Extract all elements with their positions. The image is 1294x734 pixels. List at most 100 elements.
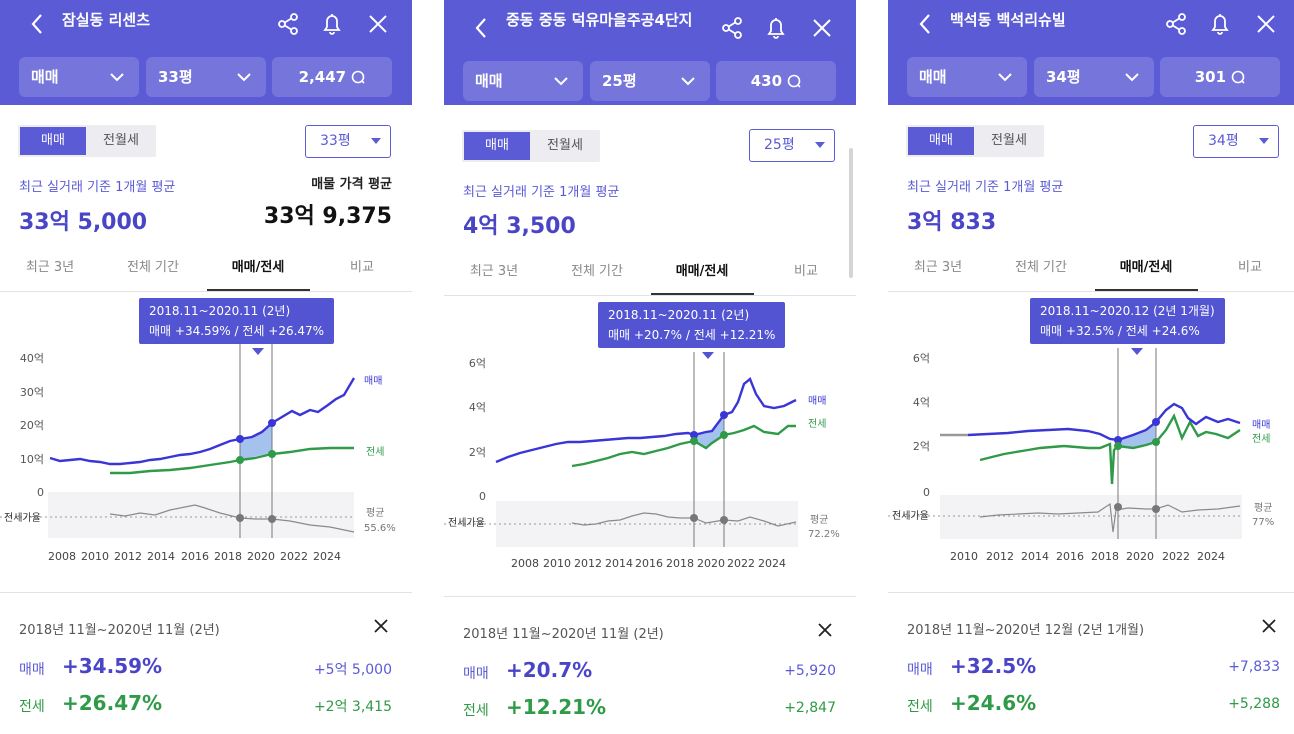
x-tick: 2010: [950, 550, 978, 563]
close-icon[interactable]: [1260, 617, 1278, 635]
y-tick: 30억: [20, 386, 44, 399]
x-tick: 2008: [511, 557, 539, 570]
bell-icon[interactable]: [762, 14, 790, 42]
range-summary: 2018년 11월~2020년 12월 (2년 1개월) 매매 +32.5% +…: [888, 592, 1294, 734]
chat-icon: [352, 70, 365, 84]
x-tick: 2008: [48, 550, 76, 563]
share-icon[interactable]: [718, 14, 746, 42]
tab-sale-jeonse[interactable]: 매매/전세: [1119, 260, 1173, 275]
tab-compare[interactable]: 비교: [350, 260, 374, 275]
tab-sale-jeonse[interactable]: 매매/전세: [231, 260, 285, 275]
segment-sale[interactable]: 매매: [20, 127, 86, 155]
tab-compare[interactable]: 비교: [1238, 260, 1262, 275]
avg-value: 3억 833: [907, 210, 997, 235]
x-tick: 2024: [1197, 550, 1225, 563]
summary-jeonse-pct: +24.6%: [950, 691, 1037, 715]
tab-all-period[interactable]: 전체 기간: [1015, 260, 1067, 275]
summary-jeonse-label: 전세: [463, 703, 489, 719]
segment-sale[interactable]: 매매: [464, 132, 530, 160]
close-icon[interactable]: [1252, 10, 1280, 38]
x-tick: 2022: [727, 557, 755, 570]
listing-count: 301: [1194, 68, 1227, 86]
bell-icon[interactable]: [1206, 10, 1234, 38]
price-chart[interactable]: 40억 30억 20억 10억 0 전세가율 매매 전세 평균 55.6% 20…: [0, 292, 412, 592]
period-tabs: 최근 3년 전체 기간 매매/전세 비교: [0, 248, 412, 292]
bell-icon[interactable]: [318, 10, 346, 38]
jeonse-series-label: 전세: [808, 418, 826, 430]
close-icon[interactable]: [816, 621, 834, 639]
share-icon[interactable]: [1162, 10, 1190, 38]
listing-count-button[interactable]: 301: [1160, 57, 1280, 97]
listing-count-button[interactable]: 430: [716, 61, 836, 101]
ratio-avg-label: 평균: [366, 507, 384, 519]
summary-jeonse-label: 전세: [19, 699, 45, 715]
area-dropdown[interactable]: 33평: [305, 125, 391, 158]
active-tab-indicator: [207, 289, 310, 291]
segment-rent[interactable]: 전월세: [103, 133, 139, 148]
x-tick: 2014: [1021, 550, 1049, 563]
price-chart[interactable]: 6억 4억 2억 0 전세가율 매매 전세 평균 77% 2010 2012 2…: [888, 292, 1294, 592]
jeonse-series-label: 전세: [1252, 433, 1270, 445]
area-select[interactable]: 25평: [590, 61, 710, 101]
segment-rent[interactable]: 전월세: [991, 133, 1027, 148]
page-title: 백석동 백석리슈빌: [950, 11, 1066, 29]
area-value: 34평: [1046, 68, 1081, 86]
chevron-down-icon: [554, 77, 568, 86]
summary-sale-pct: +20.7%: [506, 658, 593, 682]
y-tick: 10억: [20, 453, 44, 466]
x-tick: 2018: [666, 557, 694, 570]
close-icon[interactable]: [364, 10, 392, 38]
summary-jeonse-amount: +2억 3,415: [313, 699, 392, 715]
close-icon[interactable]: [372, 617, 390, 635]
tab-all-period[interactable]: 전체 기간: [571, 264, 623, 279]
area-dropdown[interactable]: 25평: [749, 129, 835, 162]
summary-sale-label: 매매: [19, 662, 45, 678]
summary-period: 2018년 11월~2020년 12월 (2년 1개월): [907, 623, 1145, 638]
back-icon[interactable]: [914, 10, 938, 38]
x-tick: 2016: [635, 557, 663, 570]
area-value: 33평: [158, 68, 193, 86]
area-dropdown[interactable]: 34평: [1193, 125, 1279, 158]
segment-sale[interactable]: 매매: [908, 127, 974, 155]
range-tooltip: 2018.11~2020.11 (2년) 매매 +20.7% / 전세 +12.…: [598, 302, 786, 348]
y-tick: 4억: [469, 401, 486, 414]
x-tick: 2020: [697, 557, 725, 570]
trade-type-value: 매매: [919, 68, 947, 86]
sale-series-label: 매매: [808, 395, 826, 407]
price-chart[interactable]: 6억 4억 2억 0 전세가율 매매 전세 평균 72.2% 2008 2010…: [444, 296, 856, 596]
tab-sale-jeonse[interactable]: 매매/전세: [675, 264, 729, 279]
x-tick: 2018: [214, 550, 242, 563]
tab-recent-3y[interactable]: 최근 3년: [913, 260, 963, 275]
ratio-label: 전세가율: [892, 510, 929, 522]
segment-rent[interactable]: 전월세: [547, 138, 583, 153]
area-select[interactable]: 34평: [1034, 57, 1154, 97]
y-tick: 6억: [913, 352, 930, 365]
back-icon[interactable]: [470, 14, 494, 42]
trade-type-select[interactable]: 매매: [907, 57, 1027, 97]
summary-jeonse-pct: +26.47%: [62, 691, 163, 715]
ratio-label: 전세가율: [4, 512, 41, 524]
trade-type-select[interactable]: 매매: [463, 61, 583, 101]
chat-icon: [787, 74, 801, 88]
back-icon[interactable]: [26, 10, 50, 38]
area-value: 25평: [602, 72, 637, 90]
summary-sale-amount: +5억 5,000: [313, 662, 392, 678]
apartment-panel-2: 중동 중동 덕유마을주공4단지 매매 25평 430 매매 전월세 25평 최근…: [444, 0, 856, 734]
share-icon[interactable]: [274, 10, 302, 38]
summary-jeonse-pct: +12.21%: [506, 695, 607, 719]
chevron-down-icon: [1125, 73, 1139, 82]
area-select[interactable]: 33평: [146, 57, 266, 97]
tab-recent-3y[interactable]: 최근 3년: [469, 264, 519, 279]
x-tick: 2014: [605, 557, 633, 570]
ratio-avg-value: 72.2%: [808, 529, 840, 540]
tab-all-period[interactable]: 전체 기간: [127, 260, 179, 275]
tab-recent-3y[interactable]: 최근 3년: [25, 260, 75, 275]
listing-count-button[interactable]: 2,447: [272, 57, 392, 97]
tab-compare[interactable]: 비교: [794, 264, 818, 279]
trade-type-select[interactable]: 매매: [19, 57, 139, 97]
close-icon[interactable]: [808, 14, 836, 42]
caret-down-icon: [1259, 138, 1269, 144]
scrollbar[interactable]: [849, 148, 853, 278]
range-tooltip: 2018.11~2020.12 (2년 1개월) 매매 +32.5% / 전세 …: [1030, 298, 1225, 344]
y-tick: 40억: [20, 352, 44, 365]
